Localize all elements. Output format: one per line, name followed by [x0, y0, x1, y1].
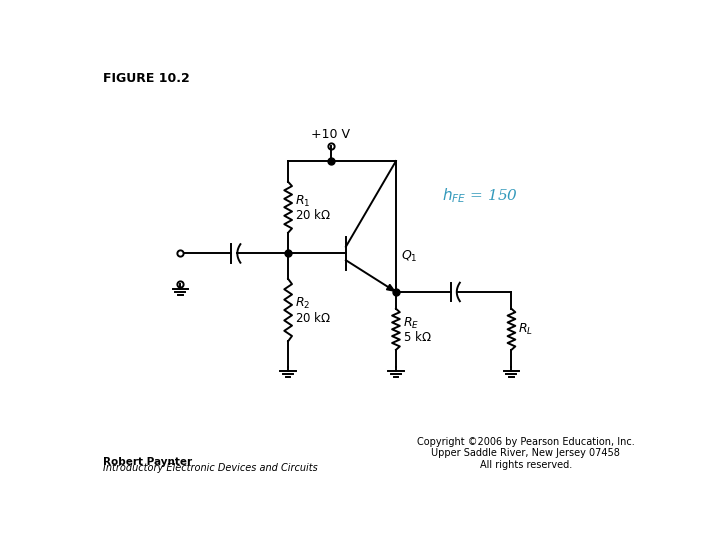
- Text: 20 k$\Omega$: 20 k$\Omega$: [295, 310, 331, 325]
- Polygon shape: [387, 285, 395, 291]
- Text: $h_{FE}$ = 150: $h_{FE}$ = 150: [442, 186, 518, 205]
- Text: Robert Paynter: Robert Paynter: [104, 457, 192, 467]
- Text: +10 V: +10 V: [311, 128, 350, 141]
- Text: 5 k$\Omega$: 5 k$\Omega$: [403, 330, 431, 344]
- Text: $R_1$: $R_1$: [295, 193, 310, 208]
- Text: $Q_1$: $Q_1$: [400, 249, 417, 265]
- Text: Copyright ©2006 by Pearson Education, Inc.
Upper Saddle River, New Jersey 07458
: Copyright ©2006 by Pearson Education, In…: [417, 437, 634, 470]
- Text: 20 k$\Omega$: 20 k$\Omega$: [295, 208, 331, 222]
- Text: $R_L$: $R_L$: [518, 322, 534, 337]
- Text: $R_E$: $R_E$: [403, 315, 419, 330]
- Text: $R_2$: $R_2$: [295, 296, 310, 312]
- Text: FIGURE 10.2: FIGURE 10.2: [104, 72, 190, 85]
- Text: Introductory Electronic Devices and Circuits: Introductory Electronic Devices and Circ…: [104, 463, 318, 473]
